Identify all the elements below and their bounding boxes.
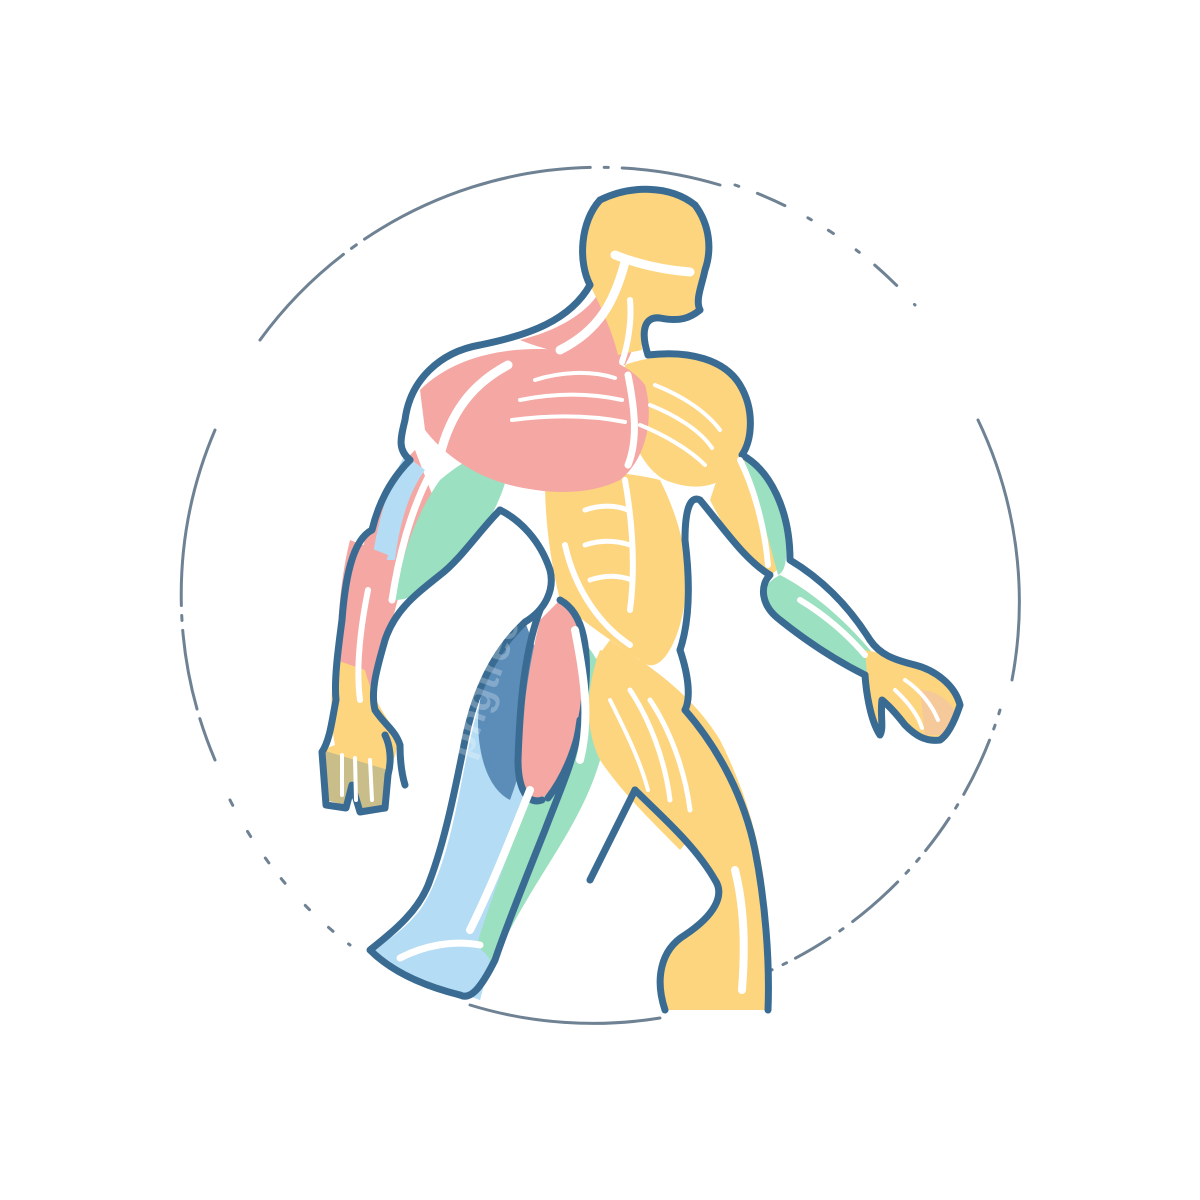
outline-rear-calf [631,786,723,1014]
ring-arc-upper-right [733,183,917,307]
hl-neck [619,297,634,365]
hl-head-jaw [610,250,695,277]
hl-chest-3 [510,414,627,424]
ring-arc-left [179,428,217,762]
head [582,189,709,355]
hl-rear-leg [731,866,748,994]
ring-arc-upper-left [258,165,722,342]
outline-back-arm [318,456,414,816]
outline-front-leg-back [461,506,555,744]
hl-front-hand-1 [903,678,940,722]
hl-sternum [624,371,638,469]
hl-shoulder [435,360,513,460]
outline-back-armpit [369,506,504,789]
hl-oblique [562,542,633,648]
outline-rear-leg [681,706,772,1014]
hl-chest-6 [638,423,707,467]
outline-back-shoulder [397,281,594,464]
highlight-strokes [340,250,940,994]
hl-chest-4 [653,383,722,432]
outline-front-forearm-under [676,495,869,679]
outline-front-hand [861,661,964,744]
outline-crotch [586,786,639,884]
hl-front-forearm [797,597,868,658]
outline-front-foot [366,736,469,999]
front-arm-green [745,455,787,575]
dashed-circle-ring-icon [179,165,1021,1025]
front-forearm [764,575,879,680]
ring-arc-right [976,418,1021,682]
hl-rear-thigh-1 [627,687,673,803]
hl-abs-row3 [587,573,635,583]
hl-back-forearm [355,587,371,703]
hl-rear-thigh-3 [608,698,650,792]
figure-outlines [318,185,964,1014]
hl-back-hand-2 [353,756,358,802]
outline-back-hand-thumb [381,731,394,779]
hl-back-arm [388,466,436,604]
hl-front-foot [396,939,484,962]
outline-head [596,185,713,359]
ring-arc-lower-right [758,708,1002,977]
hl-abs-center [622,477,636,613]
outline-front-shoulder [644,350,919,669]
ring-arc-lower-left [228,798,352,947]
anatomy-figure-icon: pngtree [318,185,964,1014]
hl-front-shin [466,786,534,934]
back-arm-blue [372,455,425,560]
hl-abs-row2 [582,538,633,548]
hl-trapezius [555,257,630,355]
hl-front-arm [737,457,771,568]
hl-rear-thigh-2 [647,697,693,813]
ring-arc-bottom [468,1003,662,1025]
outline-back-of-head [579,196,604,289]
hl-abs-row1 [582,503,631,513]
hl-chest-5 [648,403,714,450]
hl-chest-2 [518,392,624,402]
back-arm-green [395,450,510,600]
hl-back-hand-3 [368,758,374,802]
inner-thigh [588,650,695,850]
hl-front-thigh [571,626,590,764]
hl-chest-1 [533,370,617,382]
hl-front-hand-2 [893,688,924,730]
